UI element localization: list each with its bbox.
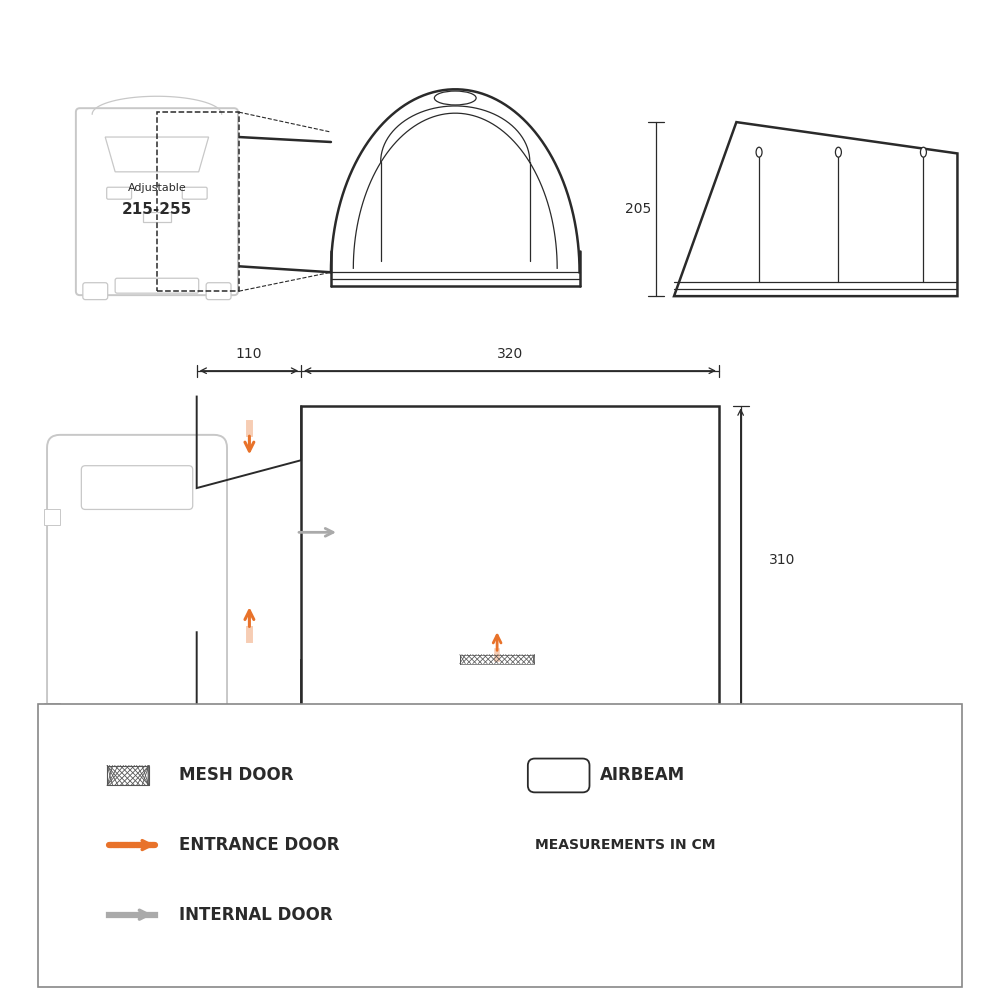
Bar	[107, 766, 149, 785]
FancyBboxPatch shape	[76, 108, 238, 295]
Text: INTERNAL DOOR: INTERNAL DOOR	[179, 906, 332, 924]
Bar	[44, 509, 60, 525]
Ellipse shape	[756, 147, 762, 157]
Text: ENTRANCE DOOR: ENTRANCE DOOR	[179, 836, 339, 854]
Bar	[38, 704, 962, 987]
Text: 110: 110	[236, 347, 262, 361]
Bar	[143, 212, 171, 222]
Bar	[157, 112, 239, 291]
FancyBboxPatch shape	[115, 278, 199, 293]
Text: 215-255: 215-255	[122, 202, 192, 217]
Bar	[301, 406, 719, 714]
Ellipse shape	[434, 91, 476, 105]
FancyBboxPatch shape	[81, 466, 193, 509]
Ellipse shape	[835, 147, 841, 157]
Text: MEASUREMENTS IN CM: MEASUREMENTS IN CM	[535, 838, 715, 852]
Bar	[44, 703, 60, 719]
Text: Adjustable: Adjustable	[128, 183, 186, 193]
Bar	[460, 655, 534, 664]
FancyBboxPatch shape	[206, 283, 231, 300]
Text: AIRBEAM: AIRBEAM	[599, 766, 685, 784]
Text: 320: 320	[497, 347, 523, 361]
FancyBboxPatch shape	[85, 723, 189, 763]
FancyBboxPatch shape	[528, 759, 590, 792]
FancyBboxPatch shape	[47, 435, 227, 794]
Text: MESH DOOR: MESH DOOR	[179, 766, 293, 784]
Ellipse shape	[920, 147, 926, 157]
Text: 310: 310	[769, 553, 795, 567]
FancyBboxPatch shape	[83, 283, 108, 300]
Text: 205: 205	[625, 202, 651, 216]
FancyBboxPatch shape	[182, 187, 207, 199]
FancyBboxPatch shape	[107, 187, 132, 199]
